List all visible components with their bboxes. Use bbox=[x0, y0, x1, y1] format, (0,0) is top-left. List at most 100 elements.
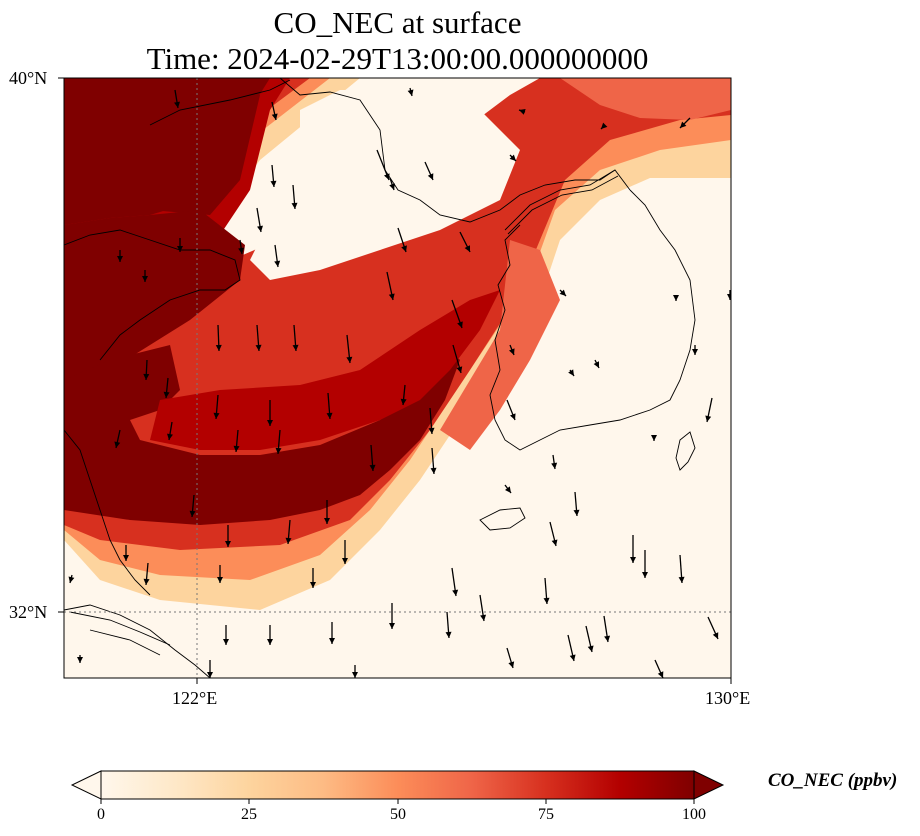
wind-arrow-head bbox=[712, 632, 719, 639]
clean-east bbox=[470, 190, 731, 678]
colorbar bbox=[70, 770, 725, 804]
wind-arrow-head bbox=[445, 631, 452, 638]
wind-arrow-head bbox=[457, 321, 463, 328]
wind-arrow-head bbox=[509, 154, 516, 161]
lon-label-130E: 130°E bbox=[705, 688, 751, 708]
wind-arrow-head bbox=[326, 412, 333, 419]
colorbar-body bbox=[100, 770, 695, 800]
wind-arrow-head bbox=[225, 541, 231, 547]
wind-arrow-head bbox=[519, 109, 526, 115]
wind-arrow-head bbox=[114, 441, 121, 448]
wind-arrow-head bbox=[257, 225, 263, 232]
wind-vectors bbox=[68, 87, 731, 678]
wind-arrow-head bbox=[657, 671, 664, 678]
coast-shandong bbox=[64, 229, 241, 361]
plume-ne-edge bbox=[560, 78, 731, 120]
yangtze-estuary bbox=[69, 611, 171, 656]
wind-arrow-head bbox=[480, 614, 487, 621]
wind-arrow-head bbox=[77, 657, 83, 663]
river-yalu bbox=[504, 169, 619, 235]
island-tsushima bbox=[675, 431, 696, 471]
wind-arrow-head bbox=[630, 557, 636, 563]
wind-arrow-head bbox=[401, 245, 407, 252]
co-field bbox=[64, 78, 731, 678]
wind-arrow-head bbox=[275, 447, 282, 454]
wind-arrow-head bbox=[217, 577, 223, 583]
wind-arrow-head bbox=[430, 467, 437, 474]
plume-band-south bbox=[64, 345, 460, 525]
wind-arrow-head bbox=[213, 412, 220, 419]
wind-arrow-head bbox=[456, 366, 463, 373]
wind-arrow-head bbox=[673, 295, 679, 301]
coast-jiangsu bbox=[64, 429, 151, 596]
wind-arrow-head bbox=[678, 576, 685, 583]
wind-arrow-head bbox=[464, 245, 470, 252]
wind-arrow-head bbox=[508, 661, 515, 668]
wind-arrow-head bbox=[587, 645, 594, 652]
colorbar-extend-low bbox=[70, 770, 102, 800]
plume-east-arc bbox=[440, 240, 560, 450]
axis-ticks bbox=[58, 77, 732, 684]
lat-label-32N: 32°N bbox=[9, 602, 48, 622]
island-jeju bbox=[479, 507, 526, 531]
wind-arrow-head bbox=[568, 369, 574, 376]
wind-arrow-head bbox=[692, 349, 698, 355]
wind-arrow-head bbox=[604, 635, 611, 642]
wind-arrow-head bbox=[324, 518, 330, 524]
wind-arrow-head bbox=[174, 101, 180, 108]
plume-core-northwest bbox=[64, 78, 270, 225]
colorbar-ticks bbox=[100, 799, 695, 804]
wind-arrow-head bbox=[346, 356, 353, 363]
wind-arrow-head bbox=[569, 654, 576, 661]
wind-arrow-head bbox=[593, 361, 599, 368]
colorbar-label: CO_NEC (ppbv) bbox=[768, 770, 898, 791]
lon-label-122E: 122°E bbox=[172, 688, 218, 708]
wind-arrow-head bbox=[143, 578, 150, 585]
wind-arrow-head bbox=[727, 294, 731, 300]
plume-band-south-inner bbox=[150, 290, 500, 450]
wind-arrow-head bbox=[509, 413, 516, 420]
coast-korea-west bbox=[489, 189, 696, 451]
wind-arrow-head bbox=[505, 486, 511, 493]
wind-arrow-head bbox=[177, 246, 183, 252]
wind-arrow-head bbox=[680, 121, 687, 128]
wind-arrow-head bbox=[329, 638, 335, 644]
wind-arrow-head bbox=[642, 572, 648, 578]
coastlines bbox=[64, 78, 696, 678]
wind-arrow-head bbox=[427, 173, 434, 180]
wind-arrow-head bbox=[543, 597, 550, 604]
wind-arrow-head bbox=[223, 639, 229, 645]
coast-north-bohai bbox=[149, 79, 291, 126]
wind-arrow-head bbox=[163, 391, 170, 398]
cb-label-50: 50 bbox=[390, 806, 406, 823]
coast-china-east bbox=[64, 604, 211, 678]
wind-arrow-head bbox=[167, 433, 173, 440]
chart-title: CO_NEC at surface bbox=[273, 5, 522, 40]
wind-arrow-head bbox=[651, 435, 657, 441]
wind-arrow-head bbox=[207, 672, 213, 678]
clean-north-lobe bbox=[250, 90, 520, 280]
cb-label-75: 75 bbox=[538, 806, 554, 823]
wind-arrow-head bbox=[342, 558, 348, 564]
wind-arrow-head bbox=[267, 420, 273, 426]
wind-arrow-head bbox=[117, 256, 123, 262]
wind-arrow-head bbox=[573, 509, 580, 516]
wind-arrow-head bbox=[291, 202, 298, 209]
wind-arrow-head bbox=[388, 293, 395, 300]
wind-arrow-head bbox=[310, 582, 316, 588]
wind-arrow-head bbox=[407, 89, 414, 96]
wind-arrow-head bbox=[452, 589, 459, 596]
wind-arrow-head bbox=[274, 260, 281, 267]
wind-arrow-head bbox=[428, 427, 435, 434]
wind-arrow-head bbox=[551, 539, 558, 546]
wind-arrow-head bbox=[389, 623, 395, 629]
wind-arrow-head bbox=[267, 639, 273, 645]
wind-arrow-head bbox=[68, 576, 75, 583]
wind-arrow-head bbox=[508, 348, 515, 355]
wind-arrow-head bbox=[215, 344, 222, 351]
wind-arrow-head bbox=[352, 672, 358, 678]
gridlines bbox=[64, 78, 731, 678]
wind-arrow-head bbox=[369, 464, 376, 471]
lat-label-40N: 40°N bbox=[9, 68, 48, 88]
wind-arrow-head bbox=[255, 344, 262, 351]
